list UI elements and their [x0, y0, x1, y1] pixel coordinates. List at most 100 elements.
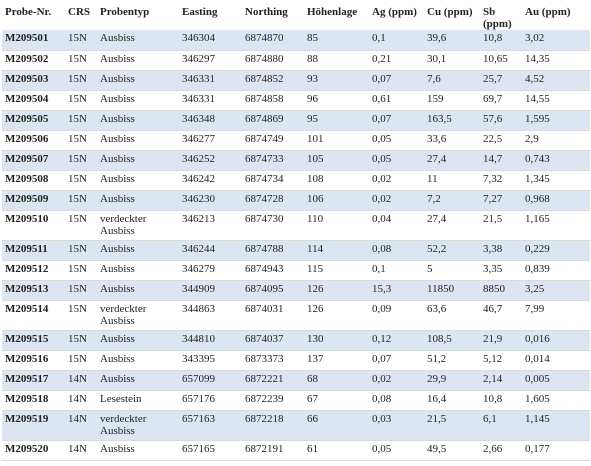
table-cell: 0,014: [522, 350, 590, 371]
table-cell: 0,177: [522, 440, 590, 461]
table-cell: 0,04: [369, 210, 424, 241]
table-row: M209515 15N Ausbiss 344810 6874037 130 0,12 108…: [2, 330, 590, 351]
table-cell: Ausbiss: [97, 370, 179, 391]
table-cell: 108: [304, 170, 369, 191]
table-cell: 115: [304, 260, 369, 281]
table-cell: 6873373: [242, 350, 304, 371]
table-cell: 14,7: [480, 150, 522, 171]
table-cell: 8850: [480, 280, 522, 301]
table-cell: 106: [304, 190, 369, 211]
table-cell: 15N: [65, 170, 97, 191]
table-cell: 346230: [179, 190, 242, 211]
table-cell: M209519: [2, 410, 65, 441]
table-cell: 346304: [179, 30, 242, 51]
table-cell: 11850: [424, 280, 480, 301]
table-cell: 39,6: [424, 30, 480, 51]
table-cell: 15N: [65, 300, 97, 331]
table-cell: 15N: [65, 280, 97, 301]
table-cell: 4,52: [522, 70, 590, 91]
table-row: M209507 15N Ausbiss 346252 6874733 105 0,05 27,…: [2, 150, 590, 171]
table-cell: 3,25: [522, 280, 590, 301]
table-cell: M209502: [2, 50, 65, 71]
table-cell: M209503: [2, 70, 65, 91]
table-cell: 5,12: [480, 350, 522, 371]
table-cell: 6872239: [242, 390, 304, 411]
table-cell: 68: [304, 370, 369, 391]
column-header: Ag (ppm): [372, 6, 417, 18]
table-cell: 0,1: [369, 260, 424, 281]
table-cell: Ausbiss: [97, 280, 179, 301]
table-row: M209513 15N Ausbiss 344909 6874095 126 15,3 118…: [2, 280, 590, 301]
table-cell: M209511: [2, 240, 65, 261]
table-row: M209502 15N Ausbiss 346297 6874880 88 0,21 30,1…: [2, 50, 590, 71]
table-cell: verdeckter Ausbiss: [97, 300, 179, 331]
table-row: M209519 14N verdeckter Ausbiss 657163 687221…: [2, 410, 590, 441]
table-cell: 15,3: [369, 280, 424, 301]
table-cell: M209506: [2, 130, 65, 151]
table-cell: 10,65: [480, 50, 522, 71]
table-cell: 52,2: [424, 240, 480, 261]
table-cell: 69,7: [480, 90, 522, 111]
table-cell: 95: [304, 110, 369, 131]
table-cell: 346252: [179, 150, 242, 171]
table-cell: M209507: [2, 150, 65, 171]
table-cell: 5: [424, 260, 480, 281]
table-row: M209518 14N Lesestein 657176 6872239 67 0,08 16…: [2, 390, 590, 411]
table-cell: 346277: [179, 130, 242, 151]
table-cell: 6872218: [242, 410, 304, 441]
table-cell: 14N: [65, 370, 97, 391]
table-cell: 51,2: [424, 350, 480, 371]
table-cell: 657163: [179, 410, 242, 441]
table-cell: M209513: [2, 280, 65, 301]
table-cell: M209520: [2, 440, 65, 461]
table-cell: 6,1: [480, 410, 522, 441]
table-cell: M209508: [2, 170, 65, 191]
table-row: M209508 15N Ausbiss 346242 6874734 108 0,02 11 7…: [2, 170, 590, 191]
table-row: M209506 15N Ausbiss 346277 6874749 101 0,05 33,…: [2, 130, 590, 151]
table-row: M209514 15N verdeckter Ausbiss 344863 687403…: [2, 300, 590, 331]
table-cell: 67: [304, 390, 369, 411]
table-cell: 10,8: [480, 390, 522, 411]
table-row: M209501 15N Ausbiss 346304 6874870 85 0,1 39,6 1…: [2, 30, 590, 51]
table-cell: 7,99: [522, 300, 590, 331]
table-cell: verdeckter Ausbiss: [97, 210, 179, 241]
table-cell: 159: [424, 90, 480, 111]
table-cell: 126: [304, 280, 369, 301]
table-cell: 0,968: [522, 190, 590, 211]
table-cell: 6874749: [242, 130, 304, 151]
table-cell: 15N: [65, 150, 97, 171]
table-cell: 49,5: [424, 440, 480, 461]
table-cell: 27,4: [424, 150, 480, 171]
column-header: Höhenlage: [307, 6, 358, 18]
table-cell: 15N: [65, 330, 97, 351]
table-cell: Ausbiss: [97, 170, 179, 191]
table-cell: 0,05: [369, 130, 424, 151]
table-cell: 344909: [179, 280, 242, 301]
column-header: CRS: [68, 6, 91, 18]
table-cell: 21,5: [424, 410, 480, 441]
table-cell: 57,6: [480, 110, 522, 131]
table-cell: 6872221: [242, 370, 304, 391]
table-cell: 0,016: [522, 330, 590, 351]
table-cell: M209501: [2, 30, 65, 51]
table-cell: 346279: [179, 260, 242, 281]
table-cell: 0,743: [522, 150, 590, 171]
column-header: Northing: [245, 6, 288, 18]
table-cell: 6874788: [242, 240, 304, 261]
table-cell: 15N: [65, 190, 97, 211]
table-row: M209505 15N Ausbiss 346348 6874869 95 0,07 163,…: [2, 110, 590, 131]
table-cell: 21,9: [480, 330, 522, 351]
table-cell: 30,1: [424, 50, 480, 71]
table-cell: 7,27: [480, 190, 522, 211]
table-cell: Ausbiss: [97, 70, 179, 91]
table-cell: 0,12: [369, 330, 424, 351]
table-cell: 105: [304, 150, 369, 171]
table-cell: M209510: [2, 210, 65, 241]
table-row: M209512 15N Ausbiss 346279 6874943 115 0,1 5 3,3…: [2, 260, 590, 281]
table-cell: M209509: [2, 190, 65, 211]
table-cell: 15N: [65, 90, 97, 111]
table-cell: 14N: [65, 390, 97, 411]
column-header: Easting: [182, 6, 218, 18]
